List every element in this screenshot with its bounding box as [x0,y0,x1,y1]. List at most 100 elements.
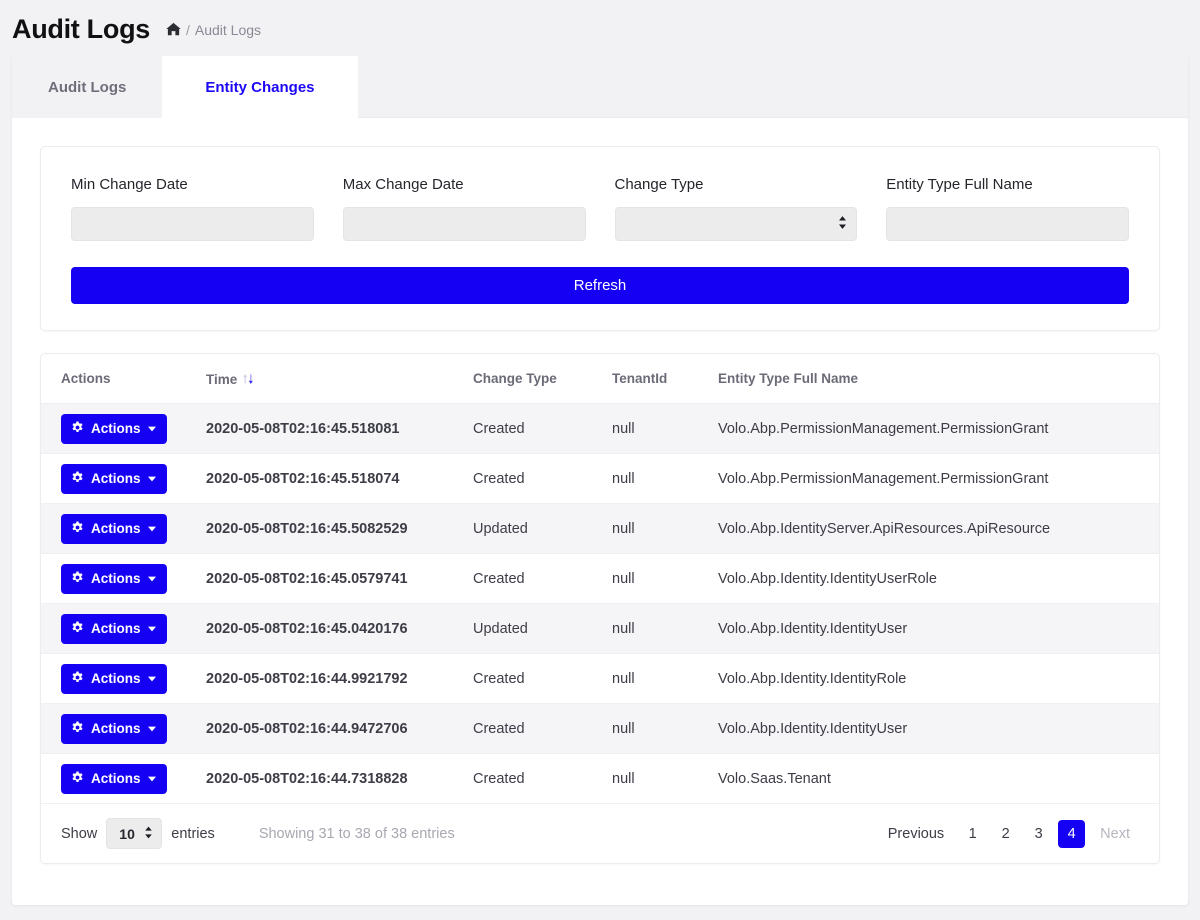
filter-change-type: Change Type [614,175,858,241]
row-actions-button[interactable]: Actions [61,513,167,544]
main-card: Audit Logs Entity Changes Min Change Dat… [12,56,1188,905]
row-actions-label: Actions [91,470,141,486]
pagination-page-3[interactable]: 3 [1034,825,1043,842]
pagination-page-4[interactable]: 4 [1058,819,1086,848]
tab-strip: Audit Logs Entity Changes [12,56,1188,118]
caret-down-icon [147,525,156,534]
column-header-actions: Actions [41,354,206,404]
gear-icon [71,421,84,436]
gear-icon [71,621,84,636]
change-type-label: Change Type [614,176,704,193]
row-actions-label: Actions [91,570,141,586]
gear-icon [71,771,84,786]
caret-down-icon [147,425,156,434]
gear-icon [71,521,84,536]
min-change-date-input[interactable] [71,207,314,241]
table-row: Actions 2020-05-08T02:16:44.9921792 Create… [41,653,1159,704]
cell-entity-type: Volo.Abp.Identity.IdentityUser [718,703,1159,754]
table-row: Actions 2020-05-08T02:16:44.9472706 Create… [41,703,1159,754]
pagination-page-1[interactable]: 1 [968,825,977,842]
row-actions-button[interactable]: Actions [61,763,167,794]
cell-time: 2020-05-08T02:16:45.518081 [206,403,473,454]
sort-icon[interactable] [241,372,257,389]
showing-entries-info: Showing 31 to 38 of 38 entries [258,825,455,842]
change-type-select[interactable] [614,207,858,241]
row-actions-button[interactable]: Actions [61,563,167,594]
cell-entity-type: Volo.Abp.PermissionManagement.Permission… [718,453,1159,504]
filter-min-change-date: Min Change Date [71,175,314,241]
row-actions-button[interactable]: Actions [61,613,167,644]
tab-strip-filler [357,56,1188,117]
cell-change-type: Created [473,553,612,604]
column-header-time[interactable]: Time [206,354,473,404]
breadcrumb-current: Audit Logs [194,22,262,38]
cell-actions: Actions [41,653,206,704]
gear-icon [71,471,84,486]
tab-audit-logs[interactable]: Audit Logs [12,56,163,118]
refresh-button[interactable]: Refresh [71,267,1129,304]
cell-entity-type: Volo.Saas.Tenant [718,753,1159,804]
row-actions-button[interactable]: Actions [61,463,167,494]
pagination-page-2[interactable]: 2 [1001,825,1010,842]
cell-tenant-id: null [612,503,718,554]
cell-time: 2020-05-08T02:16:44.9921792 [206,653,473,704]
filter-max-change-date: Max Change Date [342,175,586,241]
cell-entity-type: Volo.Abp.Identity.IdentityUser [718,603,1159,654]
entity-changes-table: Actions Time [41,354,1159,804]
entity-changes-table-card: Actions Time [40,353,1160,864]
cell-tenant-id: null [612,453,718,504]
page-length-select[interactable]: 10 [106,818,163,849]
column-header-tenant-id: TenantId [612,354,718,404]
row-actions-label: Actions [91,420,141,436]
row-actions-label: Actions [91,720,141,736]
show-entries-control: Show 10 entries [61,818,215,849]
page-length-select-wrap: 10 [106,818,163,849]
row-actions-button[interactable]: Actions [61,713,167,744]
cell-actions: Actions [41,503,206,554]
gear-icon [71,571,84,586]
caret-down-icon [147,775,156,784]
tab-entity-changes[interactable]: Entity Changes [162,56,358,118]
entity-type-full-name-label: Entity Type Full Name [886,176,1033,193]
cell-tenant-id: null [612,603,718,654]
cell-actions: Actions [41,753,206,804]
cell-change-type: Updated [473,503,612,554]
cell-actions: Actions [41,453,206,504]
cell-change-type: Updated [473,603,612,654]
column-header-change-type: Change Type [473,354,612,404]
show-label: Show [61,825,98,842]
breadcrumb: / Audit Logs [166,20,261,40]
cell-time: 2020-05-08T02:16:45.518074 [206,453,473,504]
cell-actions: Actions [41,403,206,454]
cell-tenant-id: null [612,753,718,804]
gear-icon [71,671,84,686]
min-change-date-label: Min Change Date [71,176,188,193]
entity-type-full-name-input[interactable] [886,207,1129,241]
max-change-date-input[interactable] [342,207,586,241]
pagination: Previous 1 2 3 4 Next [879,819,1139,848]
refresh-row: Refresh [71,267,1129,304]
card-body: Min Change Date Max Change Date Change T… [12,118,1188,864]
filter-row: Min Change Date Max Change Date Change T… [71,175,1129,241]
cell-tenant-id: null [612,703,718,754]
cell-tenant-id: null [612,653,718,704]
table-footer: Show 10 entries Show [41,804,1159,863]
cell-change-type: Created [473,753,612,804]
table-row: Actions 2020-05-08T02:16:45.518081 Created… [41,403,1159,454]
gear-icon [71,721,84,736]
row-actions-button[interactable]: Actions [61,413,167,444]
column-header-time-label: Time [206,372,238,387]
home-icon[interactable] [166,22,181,38]
cell-actions: Actions [41,553,206,604]
caret-down-icon [147,475,156,484]
cell-time: 2020-05-08T02:16:45.0420176 [206,603,473,654]
table-row: Actions 2020-05-08T02:16:45.0579741 Create… [41,553,1159,604]
row-actions-button[interactable]: Actions [61,663,167,694]
pagination-previous[interactable]: Previous [887,825,945,842]
cell-entity-type: Volo.Abp.Identity.IdentityRole [718,653,1159,704]
cell-time: 2020-05-08T02:16:44.7318828 [206,753,473,804]
row-actions-label: Actions [91,770,141,786]
cell-actions: Actions [41,603,206,654]
table-row: Actions 2020-05-08T02:16:44.7318828 Create… [41,753,1159,804]
cell-tenant-id: null [612,403,718,454]
